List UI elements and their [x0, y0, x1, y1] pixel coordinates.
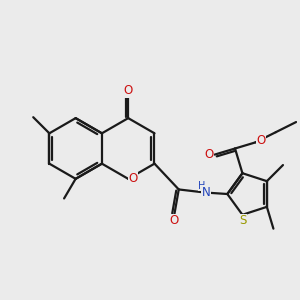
Text: O: O — [124, 84, 133, 97]
Text: H: H — [198, 181, 206, 191]
Text: O: O — [256, 134, 266, 147]
Text: O: O — [205, 148, 214, 161]
Text: O: O — [128, 172, 137, 185]
Text: O: O — [169, 214, 179, 227]
Text: N: N — [202, 186, 211, 199]
Text: S: S — [239, 214, 247, 227]
